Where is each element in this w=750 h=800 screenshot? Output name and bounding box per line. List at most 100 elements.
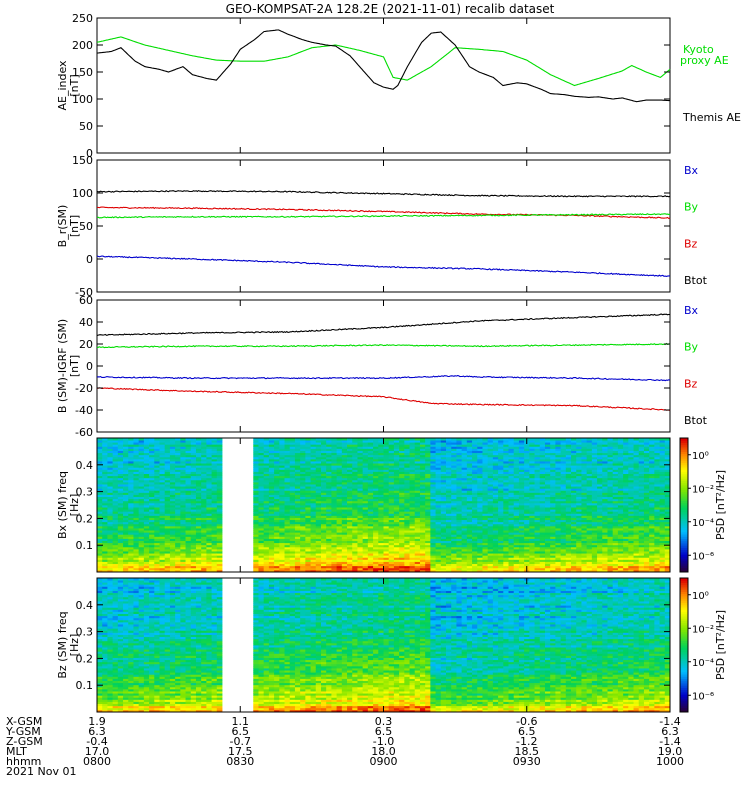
- psd-cell: [206, 569, 212, 573]
- psd-cell: [216, 440, 223, 443]
- psd-cell: [274, 561, 280, 565]
- psd-cell: [352, 481, 358, 485]
- psd-cell: [263, 469, 270, 472]
- psd-cell: [274, 565, 280, 569]
- psd-cell: [341, 475, 348, 479]
- psd-cell: [128, 536, 134, 539]
- psd-cell: [378, 471, 384, 474]
- psd-cell: [128, 454, 134, 458]
- psd-cell: [107, 567, 114, 571]
- psd-cell: [341, 484, 348, 487]
- psd-cell: [336, 486, 343, 489]
- psd-cell: [279, 461, 285, 464]
- psd-cell: [258, 525, 265, 529]
- psd-cell: [383, 542, 390, 546]
- psd-cell: [149, 473, 155, 477]
- psd-cell: [216, 444, 223, 447]
- psd-cell: [310, 565, 317, 569]
- psd-cell: [383, 517, 390, 521]
- psd-cell: [169, 546, 176, 550]
- psd-cell: [320, 438, 327, 441]
- psd-cell: [336, 458, 343, 462]
- psd-cell: [206, 490, 212, 493]
- psd-cell: [378, 467, 384, 470]
- psd-cell: [367, 481, 374, 485]
- psd-cell: [128, 479, 134, 483]
- legend-label: Themis AE: [682, 111, 741, 124]
- psd-cell: [347, 440, 353, 443]
- psd-cell: [164, 456, 171, 460]
- psd-cell: [373, 569, 379, 573]
- psd-cell: [305, 515, 311, 518]
- psd-cell: [180, 519, 186, 523]
- psd-cell: [169, 496, 176, 500]
- psd-cell: [378, 507, 384, 510]
- psd-cell: [107, 561, 114, 565]
- psd-cell: [352, 536, 358, 539]
- psd-cell: [326, 490, 332, 493]
- psd-cell: [206, 502, 212, 506]
- psd-cell: [300, 473, 306, 477]
- psd-cell: [315, 442, 322, 445]
- psd-cell: [185, 446, 192, 449]
- psd-cell: [159, 557, 166, 560]
- psd-cell: [159, 484, 166, 487]
- psd-cell: [258, 538, 265, 541]
- psd-cell: [138, 458, 145, 462]
- psd-cell: [336, 471, 343, 474]
- psd-cell: [294, 515, 301, 518]
- psd-cell: [347, 475, 353, 479]
- psd-cell: [206, 488, 212, 491]
- psd-cell: [347, 548, 353, 552]
- psd-cell: [289, 502, 296, 506]
- psd-cell: [336, 488, 343, 491]
- psd-cell: [253, 456, 259, 460]
- psd-cell: [216, 471, 223, 474]
- psd-cell: [331, 557, 338, 560]
- psd-cell: [128, 528, 134, 531]
- psd-cell: [352, 525, 358, 529]
- psd-cell: [107, 534, 114, 537]
- psd-cell: [149, 538, 155, 541]
- psd-cell: [305, 546, 311, 550]
- psd-cell: [310, 551, 317, 554]
- psd-cell: [185, 465, 192, 468]
- psd-cell: [159, 505, 166, 508]
- psd-cell: [268, 467, 275, 470]
- psd-cell: [206, 438, 212, 441]
- psd-cell: [305, 442, 311, 445]
- psd-cell: [211, 555, 218, 558]
- psd-cell: [367, 456, 374, 460]
- psd-cell: [373, 467, 379, 470]
- psd-cell: [268, 534, 275, 537]
- psd-cell: [128, 473, 134, 477]
- psd-cell: [175, 502, 181, 506]
- psd-cell: [102, 559, 108, 562]
- psd-cell: [336, 563, 343, 567]
- psd-cell: [331, 528, 338, 531]
- psd-cell: [107, 490, 114, 493]
- psd-cell: [164, 548, 171, 552]
- psd-cell: [279, 505, 285, 508]
- psd-cell: [201, 565, 207, 569]
- psd-cell: [216, 502, 223, 506]
- psd-cell: [190, 530, 197, 533]
- psd-cell: [164, 569, 171, 573]
- psd-cell: [367, 513, 374, 516]
- psd-cell: [195, 477, 202, 481]
- psd-cell: [159, 442, 166, 445]
- psd-cell: [206, 467, 212, 470]
- psd-cell: [117, 494, 124, 498]
- psd-cell: [117, 509, 124, 512]
- psd-cell: [201, 515, 207, 518]
- psd-cell: [331, 565, 338, 569]
- psd-cell: [185, 502, 192, 506]
- y-axis-title-line: AE_index: [56, 60, 69, 111]
- psd-cell: [216, 511, 223, 514]
- series-line-bz: [96, 387, 671, 412]
- psd-cell: [305, 509, 311, 512]
- psd-cell: [258, 498, 265, 502]
- psd-cell: [97, 452, 103, 456]
- psd-cell: [112, 484, 119, 487]
- psd-cell: [341, 555, 348, 558]
